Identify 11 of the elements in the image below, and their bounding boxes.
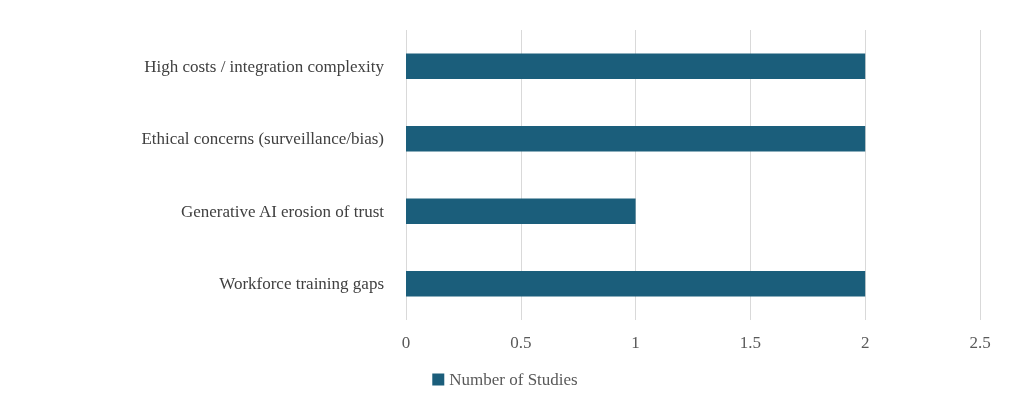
x-tick-label: 0.5 bbox=[510, 333, 532, 352]
y-tick-label: Generative AI erosion of trust bbox=[181, 201, 385, 221]
legend-label: Number of Studies bbox=[449, 370, 578, 389]
x-tick-label: 1.5 bbox=[739, 333, 762, 352]
x-tick-label: 1 bbox=[631, 333, 640, 352]
y-tick-label: Ethical concerns (surveillance/bias) bbox=[141, 129, 384, 149]
x-tick-label: 0 bbox=[401, 333, 411, 352]
y-tick-label: High costs / integration complexity bbox=[144, 56, 385, 76]
y-tick-label: Workforce training gaps bbox=[219, 274, 384, 294]
x-tick-label: 2.5 bbox=[969, 333, 991, 352]
x-tick-label: 2 bbox=[860, 333, 870, 352]
